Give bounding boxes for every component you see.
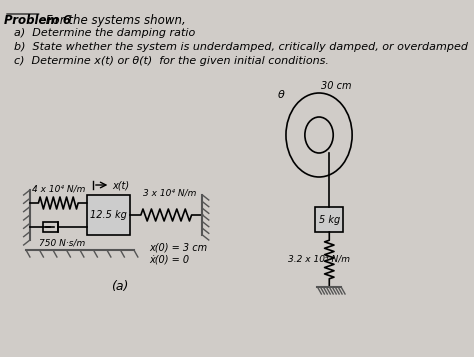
Text: x(t): x(t) <box>113 180 130 190</box>
Text: θ: θ <box>278 90 285 100</box>
Text: 5 kg: 5 kg <box>319 215 340 225</box>
Text: 4 x 10⁴ N/m: 4 x 10⁴ N/m <box>32 184 85 193</box>
Text: 750 N·s/m: 750 N·s/m <box>39 238 85 247</box>
Text: b)  State whether the system is underdamped, critically damped, or overdamped: b) State whether the system is underdamp… <box>14 42 468 52</box>
Text: (a): (a) <box>110 280 128 293</box>
Text: Problem 6: Problem 6 <box>4 14 71 27</box>
Text: x(0) = 3 cm: x(0) = 3 cm <box>150 242 208 252</box>
Text: a)  Determine the damping ratio: a) Determine the damping ratio <box>14 28 195 38</box>
Text: c)  Determine x(t) or θ(t)  for the given initial conditions.: c) Determine x(t) or θ(t) for the given … <box>14 56 329 66</box>
Text: 3 x 10⁴ N/m: 3 x 10⁴ N/m <box>143 188 196 197</box>
Text: ẋ(0) = 0: ẋ(0) = 0 <box>150 254 190 264</box>
Text: For the systems shown,: For the systems shown, <box>42 14 185 27</box>
Text: 3.2 x 10⁴ N/m: 3.2 x 10⁴ N/m <box>288 255 349 264</box>
Bar <box>43 222 57 232</box>
Text: 12.5 kg: 12.5 kg <box>90 210 127 220</box>
Bar <box>87 195 130 235</box>
Text: 30 cm: 30 cm <box>320 81 351 91</box>
Bar <box>315 207 344 232</box>
